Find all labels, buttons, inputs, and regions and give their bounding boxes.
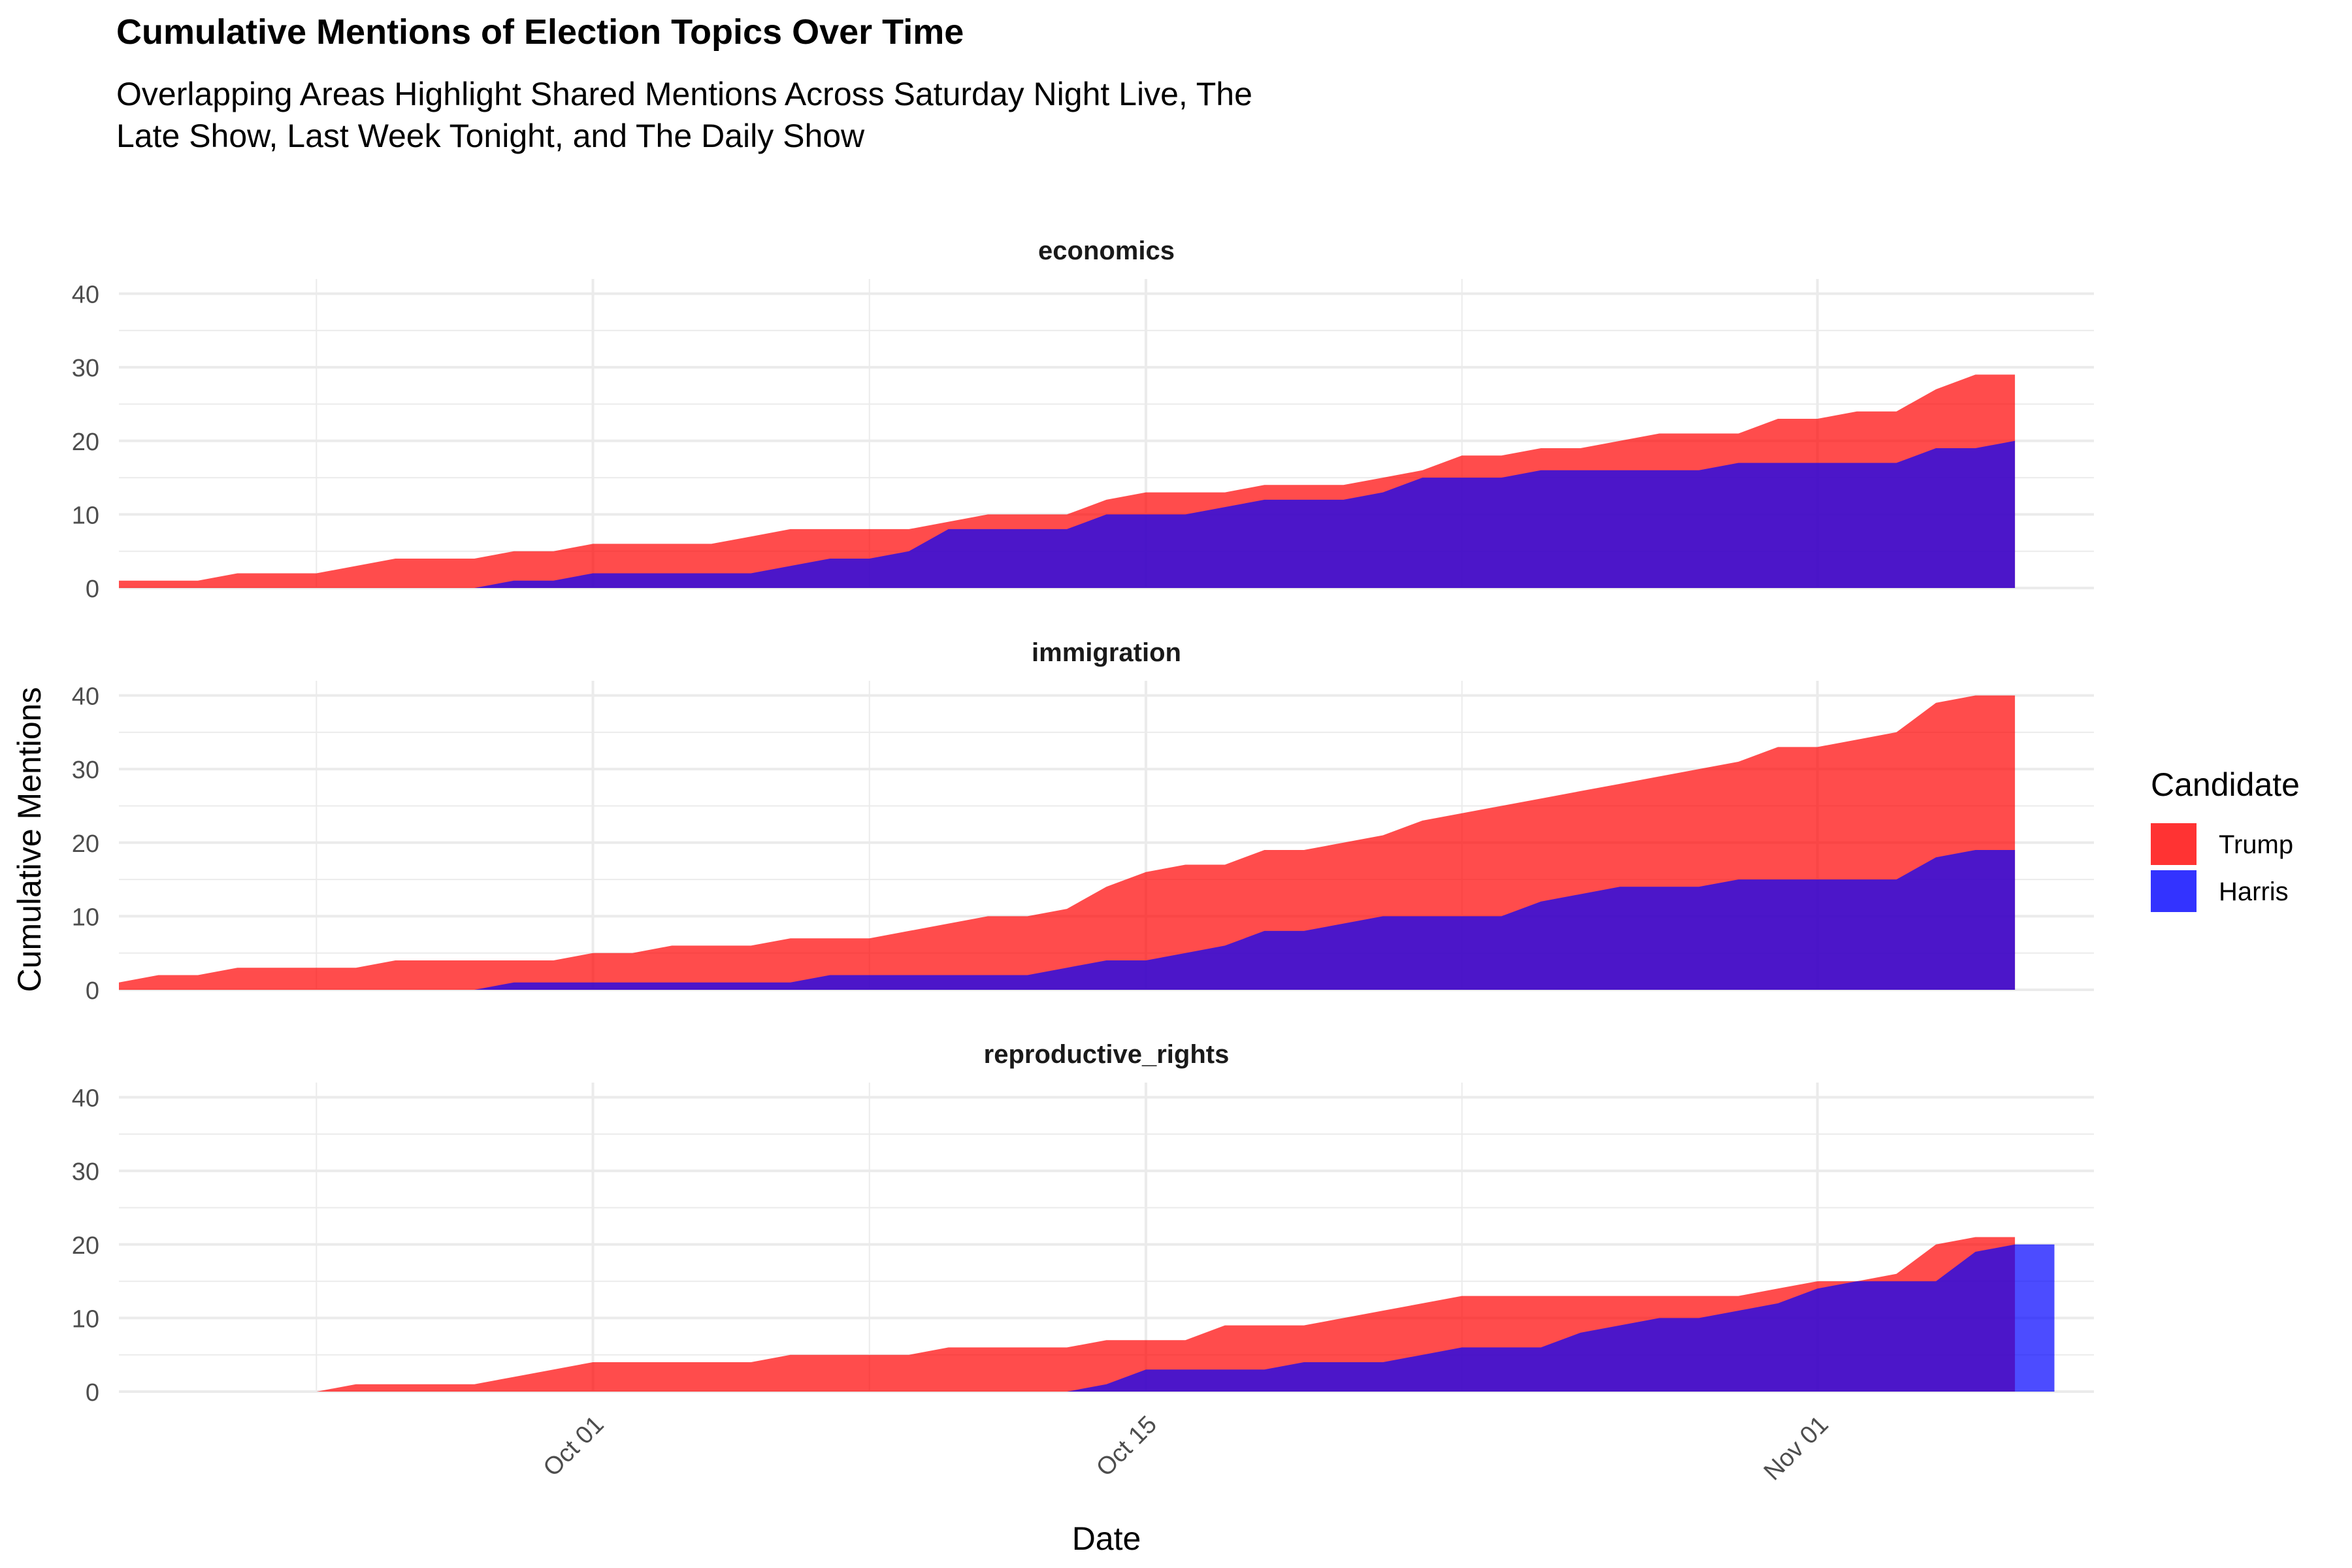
- area-harris: [119, 440, 2016, 588]
- y-tick-label: 10: [72, 1305, 99, 1333]
- y-axis-title: Cumulative Mentions: [11, 687, 48, 992]
- legend-swatch-harris: [2151, 870, 2197, 912]
- facet-title: immigration: [1032, 638, 1181, 667]
- y-tick-label: 0: [86, 576, 99, 603]
- y-tick-label: 20: [72, 1232, 99, 1260]
- legend-label-trump: Trump: [2219, 830, 2293, 859]
- y-tick-label: 10: [72, 904, 99, 931]
- panel-reproductive_rights: reproductive_rights 0 10 20 30 40: [72, 1040, 2094, 1407]
- y-tick-label: 30: [72, 355, 99, 382]
- x-tick-label: Oct 15: [1091, 1411, 1162, 1482]
- legend-label-harris: Harris: [2219, 877, 2289, 906]
- area-harris: [316, 1244, 2055, 1392]
- x-axis-title: Date: [1072, 1520, 1141, 1557]
- panels-layer: economics010203040immigration010203040re…: [72, 237, 2094, 1407]
- y-tick-label: 30: [72, 757, 99, 784]
- y-tick-label: 40: [72, 1085, 99, 1113]
- facet-title: economics: [1038, 237, 1175, 265]
- legend-title: Candidate: [2151, 766, 2300, 803]
- panel-economics: economics 0 10 20 30 40: [72, 237, 2094, 603]
- y-tick-label: 0: [86, 977, 99, 1005]
- chart-subtitle: Overlapping Areas Highlight Shared Menti…: [116, 76, 1252, 154]
- panel-immigration: immigration 0 10 20 30 40: [72, 638, 2094, 1005]
- y-tick-label: 20: [72, 429, 99, 456]
- y-tick-label: 30: [72, 1158, 99, 1186]
- y-tick-label: 20: [72, 830, 99, 858]
- legend: Candidate Trump Harris: [2151, 766, 2300, 912]
- chart-title: Cumulative Mentions of Election Topics O…: [116, 12, 964, 52]
- y-tick-label: 10: [72, 502, 99, 529]
- y-tick-label: 0: [86, 1379, 99, 1407]
- y-tick-label: 40: [72, 683, 99, 711]
- y-tick-label: 40: [72, 282, 99, 309]
- x-tick-label: Oct 01: [538, 1411, 610, 1482]
- facet-title: reproductive_rights: [984, 1040, 1230, 1069]
- area-harris: [119, 850, 2016, 990]
- x-tick-label: Nov 01: [1759, 1411, 1834, 1486]
- legend-swatch-trump: [2151, 823, 2197, 865]
